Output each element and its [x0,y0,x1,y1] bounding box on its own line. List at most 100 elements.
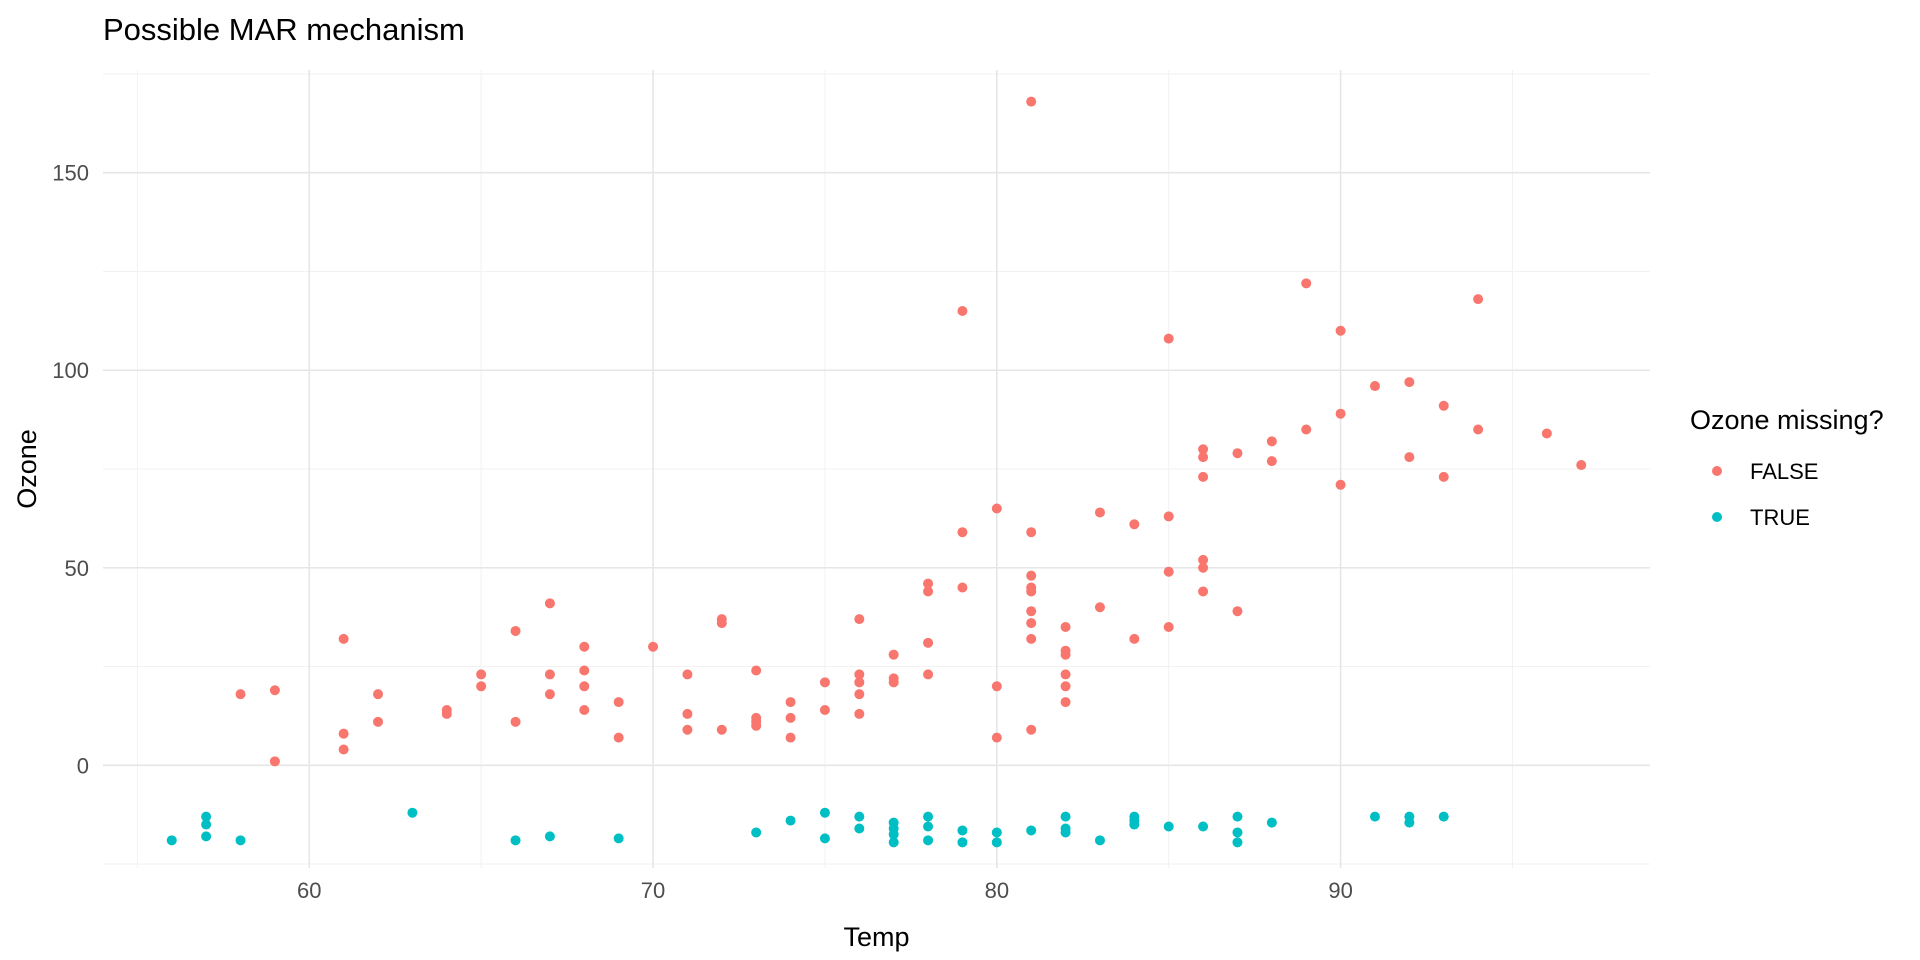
data-point [648,641,659,652]
data-point [1129,819,1140,830]
data-point [1232,606,1243,617]
data-point [338,728,349,739]
data-point [407,807,418,818]
data-point [1541,428,1552,439]
data-point [544,689,555,700]
data-point [957,825,968,836]
data-point [1576,460,1587,471]
x-axis-title: Temp [843,922,909,952]
data-point [613,732,624,743]
data-point [579,681,590,692]
data-point [1026,825,1037,836]
data-point [1266,456,1277,467]
data-point [1438,471,1449,482]
legend-key [1712,512,1722,522]
data-point [888,649,899,660]
data-point [716,724,727,735]
data-point [201,811,212,822]
data-point [1266,817,1277,828]
data-point [373,689,384,700]
data-point [1163,566,1174,577]
data-point [785,697,796,708]
data-point [201,819,212,830]
data-point [923,835,934,846]
data-point [991,837,1002,848]
data-point [510,716,521,727]
data-point [854,614,865,625]
legend-label: TRUE [1750,505,1810,530]
data-point [613,833,624,844]
data-point [201,831,212,842]
data-point [1026,527,1037,538]
legend-key [1712,466,1722,476]
y-tick-label: 0 [77,753,89,778]
data-point [544,598,555,609]
data-point [235,835,246,846]
y-axis-ticks: 0 50 100 150 [52,161,89,779]
data-point [579,641,590,652]
legend: Ozone missing? FALSE TRUE [1690,405,1884,530]
x-tick-label: 80 [985,878,1009,903]
data-point [235,689,246,700]
data-point [1094,507,1105,518]
data-point [957,582,968,593]
data-point [1026,724,1037,735]
data-point [1404,377,1415,388]
data-point [854,677,865,688]
data-point [1026,570,1037,581]
data-point [441,708,452,719]
data-point [1163,622,1174,633]
data-point [991,827,1002,838]
data-point [682,708,693,719]
chart-title: Possible MAR mechanism [103,12,465,47]
data-point [269,685,280,696]
data-point [1026,618,1037,629]
data-point [751,720,762,731]
data-point [923,637,934,648]
data-point [751,827,762,838]
data-point [1060,827,1071,838]
data-point [613,697,624,708]
data-point [854,811,865,822]
legend-title: Ozone missing? [1690,405,1884,435]
data-point [1266,436,1277,447]
data-point [510,625,521,636]
data-point [1232,827,1243,838]
data-point [544,831,555,842]
data-point [1026,633,1037,644]
data-point [785,712,796,723]
data-point [1163,511,1174,522]
data-point [510,835,521,846]
data-point [338,744,349,755]
data-point [579,704,590,715]
data-point [785,815,796,826]
data-point [1060,622,1071,633]
data-point [476,681,487,692]
data-point [888,837,899,848]
data-point [854,669,865,680]
data-point [1198,821,1209,832]
data-point [1163,333,1174,344]
data-point [819,807,830,818]
data-point [1473,294,1484,305]
data-point [1129,633,1140,644]
data-point [1060,669,1071,680]
data-point [819,677,830,688]
data-point [1026,586,1037,597]
data-point [1026,96,1037,107]
data-point [1198,586,1209,597]
data-point [854,823,865,834]
data-point [785,732,796,743]
data-point [1438,400,1449,411]
data-point [1060,811,1071,822]
data-point [888,677,899,688]
data-point [1094,835,1105,846]
y-axis-title: Ozone [12,429,42,509]
data-point [854,708,865,719]
data-point [1473,424,1484,435]
data-point [1232,811,1243,822]
data-points [166,96,1587,848]
data-point [1060,681,1071,692]
data-point [269,756,280,767]
